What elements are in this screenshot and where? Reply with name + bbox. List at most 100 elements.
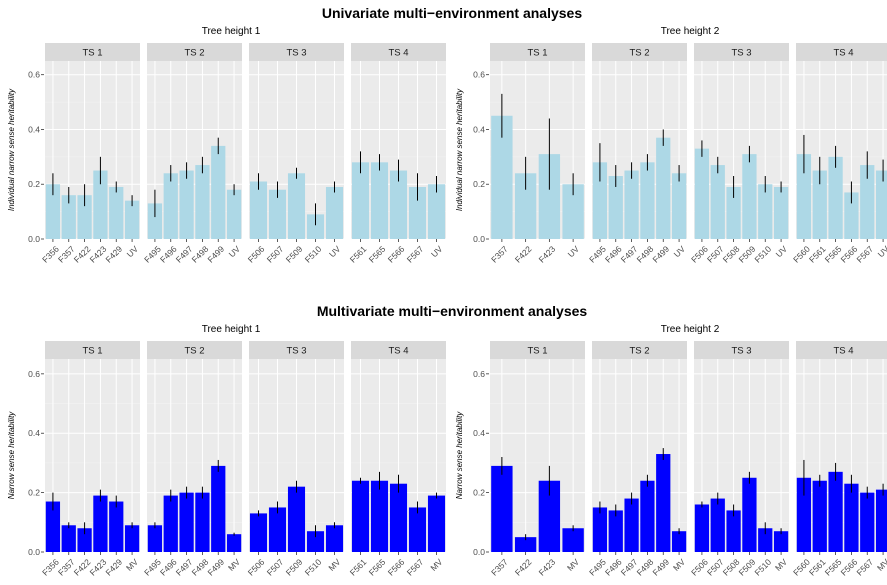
bar	[45, 501, 61, 552]
x-tick-label: F566	[386, 244, 407, 265]
y-axis-label: Individual narrow sense heritability	[455, 88, 464, 211]
y-tick-label: 0.2	[28, 179, 40, 189]
bar	[179, 170, 194, 239]
bar	[93, 495, 108, 552]
x-tick-label: F499	[205, 557, 226, 578]
x-tick-label: F566	[386, 557, 407, 578]
bar	[608, 510, 623, 552]
facet-strip	[147, 341, 242, 359]
y-tick-label: 0.6	[473, 369, 485, 379]
bar	[796, 477, 812, 552]
x-tick-label: F497	[174, 557, 195, 578]
bar	[163, 173, 178, 239]
facet-strip-label: TS 1	[527, 48, 547, 59]
bar	[306, 531, 325, 552]
x-tick-label: F566	[839, 244, 860, 265]
bar	[370, 162, 389, 239]
x-tick-label: F423	[537, 244, 558, 265]
x-tick-label: F422	[72, 557, 93, 578]
bar	[179, 492, 194, 552]
facet-strip	[351, 341, 446, 359]
y-tick-label: 0.6	[28, 70, 40, 80]
facet-strip	[490, 341, 585, 359]
facet-strip	[592, 43, 687, 61]
bar	[249, 513, 268, 552]
x-tick-label: UV	[125, 244, 141, 260]
bar	[812, 170, 827, 239]
bar	[694, 148, 710, 239]
facet-strip-label: TS 2	[629, 346, 649, 357]
x-tick-label: F423	[88, 557, 109, 578]
x-tick-label: F496	[158, 244, 179, 265]
x-tick-label: F561	[807, 244, 828, 265]
bar	[427, 495, 446, 552]
x-tick-label: UV	[429, 244, 445, 260]
bar	[195, 165, 210, 239]
x-tick-label: F495	[142, 244, 163, 265]
x-tick-label: F499	[650, 244, 671, 265]
bar	[389, 483, 408, 552]
x-tick-label: F499	[650, 557, 671, 578]
bar	[624, 498, 639, 552]
bar	[875, 489, 887, 552]
facet-strip	[147, 43, 242, 61]
plot-area: Tree height 1 Individual narrow sense her…	[7, 26, 887, 578]
x-tick-label: F496	[603, 244, 624, 265]
x-tick-label: F506	[689, 557, 710, 578]
bar	[656, 137, 671, 239]
group-title: Tree height 2	[661, 26, 720, 37]
x-tick-label: MV	[124, 557, 140, 573]
bar	[427, 184, 446, 239]
y-tick-label: 0.4	[473, 124, 485, 134]
bar	[351, 480, 370, 552]
panel-background	[147, 359, 242, 552]
bar	[538, 154, 561, 239]
bar	[608, 176, 623, 239]
facet-strip-label: TS 2	[184, 48, 204, 59]
x-tick-label: F498	[635, 244, 656, 265]
y-tick-label: 0.2	[473, 488, 485, 498]
bar	[592, 162, 608, 239]
bar	[624, 170, 639, 239]
facet-strip-label: TS 2	[629, 48, 649, 59]
x-tick-label: F509	[737, 557, 758, 578]
x-tick-label: F560	[791, 244, 812, 265]
y-axis-label: Narrow sense heritability	[455, 411, 464, 500]
bar	[249, 181, 268, 239]
x-tick-label: F497	[619, 557, 640, 578]
x-tick-label: F498	[635, 557, 656, 578]
x-tick-label: F510	[303, 244, 324, 265]
y-tick-label: 0.6	[28, 369, 40, 379]
x-tick-label: UV	[227, 244, 243, 260]
bar	[163, 495, 178, 552]
y-tick-label: 0.0	[473, 234, 485, 244]
facet-strip	[45, 341, 140, 359]
x-tick-label: F509	[284, 244, 305, 265]
bar	[710, 498, 725, 552]
x-tick-label: F507	[265, 244, 286, 265]
bar	[538, 480, 561, 552]
bar	[828, 471, 843, 552]
facet-strip	[694, 341, 789, 359]
facet-strip-label: TS 3	[731, 346, 751, 357]
bar	[109, 501, 124, 552]
x-tick-label: F509	[737, 244, 758, 265]
y-tick-label: 0.0	[28, 234, 40, 244]
bar	[656, 454, 671, 552]
x-tick-label: F496	[158, 557, 179, 578]
x-tick-label: F565	[367, 557, 388, 578]
bar	[45, 184, 61, 239]
y-tick-label: 0.4	[473, 428, 485, 438]
x-tick-label: F561	[348, 557, 369, 578]
bar	[408, 186, 427, 239]
x-tick-label: F508	[721, 244, 742, 265]
x-tick-label: F506	[689, 244, 710, 265]
facet-strip	[796, 43, 887, 61]
bar	[211, 465, 226, 552]
multivariate-section-title: Multivariate multi−environment analyses	[317, 303, 588, 319]
facet-strip-label: TS 3	[286, 48, 306, 59]
x-tick-label: F422	[72, 244, 93, 265]
bar	[77, 528, 92, 552]
y-tick-label: 0.4	[28, 124, 40, 134]
x-tick-label: F567	[405, 557, 426, 578]
